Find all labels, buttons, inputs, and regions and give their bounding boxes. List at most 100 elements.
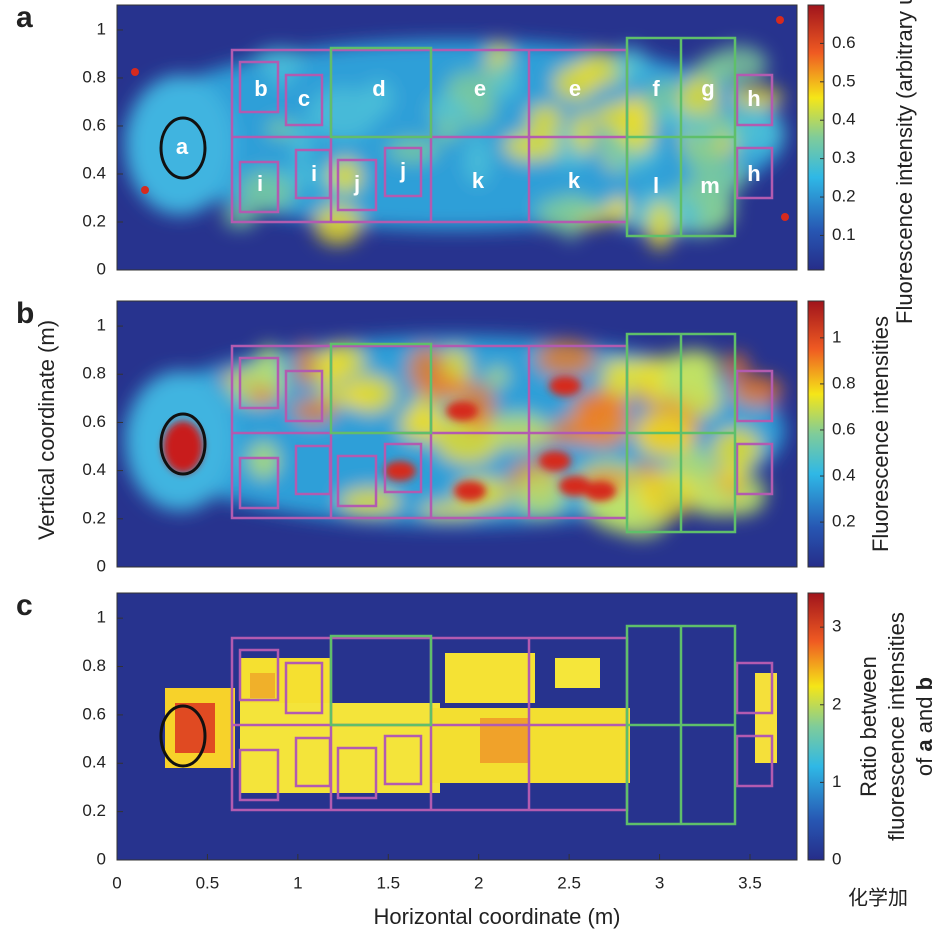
blob — [313, 204, 362, 245]
y-tick-label: 0.8 — [82, 67, 106, 86]
blob — [634, 412, 695, 459]
region-box — [238, 160, 280, 214]
colorbar-label: Ratio between — [856, 656, 881, 797]
region-label: h — [747, 161, 760, 186]
y-tick-label: 1 — [97, 19, 106, 38]
colorbar-tick-label: 0.6 — [832, 419, 856, 438]
colorbar-label: Fluorescence intensity (arbitrary units) — [892, 0, 917, 324]
blob — [141, 186, 149, 194]
region-box — [383, 146, 423, 198]
x-tick-label: 3 — [655, 873, 664, 892]
colorbar-tick-label: 0.4 — [832, 110, 856, 129]
blob — [445, 70, 499, 106]
region-box — [735, 73, 774, 127]
blob — [559, 476, 591, 496]
blob — [514, 470, 567, 518]
blob — [464, 136, 492, 186]
blob — [730, 109, 784, 154]
blob — [254, 48, 305, 73]
blob — [605, 202, 628, 224]
blob — [291, 398, 336, 424]
blob — [330, 638, 430, 693]
blob — [781, 213, 789, 221]
hot-spots — [163, 376, 616, 501]
y-tick-label: 0.6 — [82, 412, 106, 431]
x-tick-label: 1.5 — [376, 873, 400, 892]
region-label: i — [257, 171, 263, 196]
x-tick-label: 0.5 — [196, 873, 220, 892]
blob — [776, 16, 784, 24]
colorbar-tick-label: 0.3 — [832, 148, 856, 167]
region-label: a — [176, 134, 189, 159]
blob — [526, 104, 564, 135]
blob — [387, 138, 439, 163]
colorbar-label: of a and b — [912, 677, 937, 776]
colorbar-tick-label: 0.6 — [832, 33, 856, 52]
blob — [584, 481, 616, 501]
y-tick-label: 0 — [97, 849, 106, 868]
colorbar-tick-label: 3 — [832, 617, 841, 636]
blob — [434, 118, 458, 143]
colorbar — [807, 4, 825, 271]
colorbar-label-part: of — [912, 752, 937, 776]
region-label: l — [653, 173, 659, 198]
blob — [308, 87, 378, 139]
heatmap-image — [117, 301, 797, 567]
region-box — [238, 748, 280, 802]
region-box — [238, 648, 280, 702]
region-label: c — [298, 86, 310, 111]
x-tick-label: 2.5 — [557, 873, 581, 892]
blob — [266, 119, 295, 139]
blob — [571, 390, 628, 419]
blob — [486, 413, 551, 450]
region-box — [336, 454, 378, 508]
watermark: 化学加 — [848, 886, 908, 909]
plot-frame — [116, 300, 798, 568]
region-box — [329, 46, 433, 139]
heatmap-image — [117, 5, 797, 270]
colorbar-tick-label: 1 — [832, 772, 841, 791]
region-box — [735, 734, 774, 788]
region-box — [329, 634, 433, 727]
blob — [539, 451, 571, 471]
blob — [275, 168, 341, 186]
region-label: d — [372, 76, 385, 101]
region-box — [735, 146, 774, 200]
region-box — [238, 60, 280, 114]
region-box — [284, 661, 324, 715]
region-label: j — [353, 171, 360, 196]
region-label: h — [747, 86, 760, 111]
plot-frame — [116, 592, 798, 861]
blob — [419, 502, 480, 519]
colorbar-tick-label: 0.5 — [832, 71, 856, 90]
blob — [384, 461, 416, 481]
colorbar-tick-label: 0.4 — [832, 466, 856, 485]
region-box — [294, 736, 332, 788]
x-axis-label: Horizontal coordinate (m) — [374, 904, 621, 929]
plot-frame — [116, 4, 798, 271]
y-tick-label: 0.2 — [82, 508, 106, 527]
region-ellipse — [159, 412, 207, 476]
colorbar — [807, 300, 825, 568]
blob — [295, 341, 316, 388]
y-tick-label: 0.8 — [82, 364, 106, 383]
blob — [709, 45, 768, 84]
y-axis-label: Vertical coordinate (m) — [34, 320, 59, 540]
blob — [679, 75, 719, 125]
blob — [125, 75, 235, 215]
blob — [594, 101, 651, 133]
colorbar-tick-label: 2 — [832, 694, 841, 713]
region-label: g — [701, 76, 714, 101]
blob — [535, 340, 597, 378]
colorbar-label-part: a — [912, 739, 937, 752]
colorbar-label-part: and — [912, 690, 937, 739]
blob — [420, 375, 471, 401]
panel-label: c — [16, 589, 33, 622]
x-tick-label: 2 — [474, 873, 483, 892]
region-box — [735, 369, 774, 423]
y-tick-label: 0.6 — [82, 115, 106, 134]
y-tick-label: 1 — [97, 608, 106, 627]
colorbar-tick-label: 0.2 — [832, 512, 856, 531]
region-label: e — [474, 76, 486, 101]
x-tick-label: 0 — [112, 873, 121, 892]
